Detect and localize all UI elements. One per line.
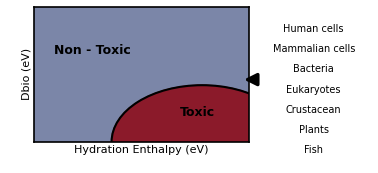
Text: Crustacean: Crustacean [286, 105, 342, 115]
FancyBboxPatch shape [252, 6, 376, 167]
Text: Non - Toxic: Non - Toxic [54, 44, 130, 57]
Text: Mammalian cells: Mammalian cells [273, 44, 355, 54]
X-axis label: Hydration Enthalpy (eV): Hydration Enthalpy (eV) [74, 145, 209, 155]
Text: Plants: Plants [299, 125, 329, 135]
Text: Toxic: Toxic [180, 106, 215, 119]
Text: Eukaryotes: Eukaryotes [287, 85, 341, 95]
Y-axis label: Dbio (eV): Dbio (eV) [21, 48, 31, 101]
Text: Bacteria: Bacteria [293, 64, 334, 74]
Circle shape [112, 85, 293, 173]
Text: Fish: Fish [304, 145, 323, 156]
Text: Human cells: Human cells [284, 24, 344, 34]
